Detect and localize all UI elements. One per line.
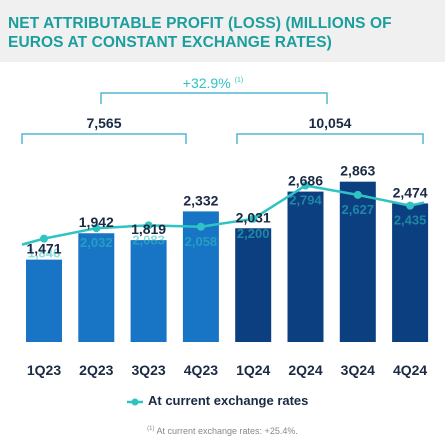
bar-value-label-4Q23: 2,332 (183, 192, 218, 208)
footnote-marker: (1) (147, 426, 155, 432)
line-value-label-3Q23: 2,083 (132, 232, 165, 247)
bars-group (26, 181, 429, 342)
growth-footnote-marker: (1) (235, 77, 244, 84)
line-value-label-4Q23: 2,058 (185, 234, 218, 249)
x-tick-label-3Q24: 3Q24 (341, 362, 375, 378)
bar-value-label-3Q23: 1,819 (131, 221, 166, 237)
line-point-1Q23 (40, 234, 48, 243)
x-tick-label-4Q23: 4Q23 (184, 362, 218, 378)
line-point-4Q23 (196, 222, 205, 231)
legend-line-icon (127, 398, 143, 406)
labels-group: 1,471 1Q23 1,942 2Q23 1,819 3Q23 2,332 4Q23 2,03… (26, 163, 427, 378)
line-point-3Q23 (144, 221, 153, 230)
bar-value-label-1Q24: 2,031 (236, 209, 271, 225)
chart-title: NET ATTRIBUTABLE PROFIT (LOSS) (MILLIONS… (8, 15, 392, 51)
line-value-label-2Q23: 2,032 (80, 235, 113, 250)
x-tick-label-2Q23: 2Q23 (79, 362, 113, 378)
year-bracket-2024-line (236, 133, 424, 144)
line-point-1Q24 (249, 214, 258, 223)
bar-2Q24 (287, 191, 324, 342)
bar-4Q24 (392, 203, 429, 342)
line-value-label-3Q24: 2,627 (342, 202, 375, 217)
line-value-label-1Q23: 1,846 (28, 246, 61, 261)
x-tick-label-2Q24: 2Q24 (288, 362, 322, 378)
year-total-2024: 10,054 (309, 115, 352, 131)
bar-2Q23 (78, 233, 115, 342)
line-series-group: 1,846 2,032 2,083 2,058 2,200 2,794 2,627 2,435 (21, 181, 427, 261)
bar-value-label-2Q23: 1,942 (79, 214, 114, 230)
x-tick-label-4Q24: 4Q24 (393, 362, 427, 378)
line-point-2Q24 (301, 181, 310, 190)
line-value-label-1Q24: 2,200 (237, 226, 270, 241)
legend: At current exchange rates (0, 393, 445, 411)
bar-value-label-4Q24: 2,474 (393, 184, 428, 200)
line-value-label-4Q24: 2,435 (394, 213, 427, 228)
bar-3Q24 (339, 181, 376, 342)
bar-3Q23 (130, 240, 167, 342)
line-series-path (21, 184, 425, 246)
line-point-2Q23 (92, 224, 101, 233)
footnote: (1) At current exchange rates: +25.4%. (0, 426, 445, 436)
growth-label: +32.9% (1) (183, 75, 243, 91)
growth-value: +32.9% (183, 75, 231, 91)
line-point-3Q24 (353, 190, 362, 199)
year-bracket-2023-line (21, 133, 187, 144)
bar-value-label-2Q24: 2,686 (288, 173, 323, 189)
x-tick-label-1Q24: 1Q24 (236, 362, 270, 378)
year-bracket-2024: 10,054 (236, 115, 424, 144)
year-bracket-2023: 7,565 (21, 115, 187, 144)
year-total-2023: 7,565 (86, 115, 121, 131)
x-tick-label-3Q23: 3Q23 (131, 362, 165, 378)
bar-1Q24 (235, 228, 272, 342)
x-tick-label-1Q23: 1Q23 (27, 362, 61, 378)
legend-label: At current exchange rates (148, 393, 309, 408)
bar-4Q23 (182, 211, 219, 342)
growth-bracket-line (100, 92, 328, 104)
bar-value-label-1Q23: 1,471 (26, 241, 61, 257)
line-point-4Q24 (406, 201, 415, 210)
title-band (0, 0, 445, 62)
bar-value-label-3Q24: 2,863 (340, 163, 375, 179)
growth-bracket: +32.9% (1) (100, 75, 328, 104)
footnote-text: At current exchange rates: +25.4%. (156, 426, 298, 436)
line-value-label-2Q24: 2,794 (289, 193, 322, 208)
bar-1Q23 (26, 259, 62, 342)
